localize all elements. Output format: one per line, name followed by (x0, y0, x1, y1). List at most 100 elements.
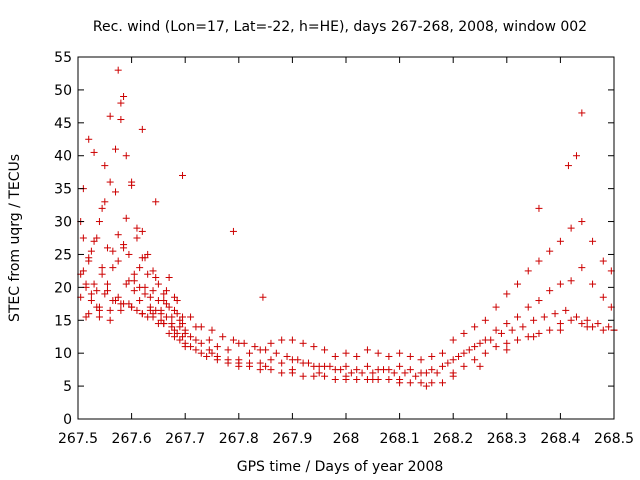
data-point (315, 362, 323, 370)
data-point (347, 369, 355, 377)
data-point (130, 287, 138, 295)
data-point (267, 339, 275, 347)
data-point (406, 352, 414, 360)
y-tick-label: 50 (54, 83, 72, 99)
y-tick-label: 20 (54, 280, 72, 296)
data-point (342, 362, 350, 370)
data-point (224, 359, 232, 367)
data-point (417, 379, 425, 387)
data-point (157, 310, 165, 318)
data-points (77, 66, 618, 390)
data-point (278, 336, 286, 344)
x-tick-label: 268.4 (540, 431, 580, 447)
data-point (546, 326, 554, 334)
data-point (138, 227, 146, 235)
data-point (90, 237, 98, 245)
data-point (438, 362, 446, 370)
data-point (380, 366, 388, 374)
x-tick-label: 267.6 (112, 431, 152, 447)
data-point (112, 145, 120, 153)
data-point (95, 218, 103, 226)
y-tick-label: 55 (54, 50, 72, 66)
data-point (267, 356, 275, 364)
data-point (256, 366, 264, 374)
data-point (179, 171, 187, 179)
data-point (246, 362, 254, 370)
data-point (546, 247, 554, 255)
data-point (138, 125, 146, 133)
data-point (240, 339, 248, 347)
data-point (262, 346, 270, 354)
data-point (396, 379, 404, 387)
data-point (136, 264, 144, 272)
data-point (401, 369, 409, 377)
data-point (578, 264, 586, 272)
data-point (487, 336, 495, 344)
data-point (572, 152, 580, 160)
data-point (219, 333, 227, 341)
data-point (310, 343, 318, 351)
data-point (503, 320, 511, 328)
data-point (460, 329, 468, 337)
data-point (141, 254, 149, 262)
data-point (149, 267, 157, 275)
data-point (205, 336, 213, 344)
data-point (385, 352, 393, 360)
data-point (315, 369, 323, 377)
data-point (599, 293, 607, 301)
data-point (117, 300, 125, 308)
data-point (524, 267, 532, 275)
data-point (144, 270, 152, 278)
data-point (136, 283, 144, 291)
x-tick-label: 268.1 (380, 431, 420, 447)
data-point (208, 349, 216, 357)
data-point (385, 376, 393, 384)
data-point (519, 323, 527, 331)
data-point (428, 352, 436, 360)
data-point (122, 152, 130, 160)
y-tick-label: 10 (54, 346, 72, 362)
data-point (422, 382, 430, 390)
data-point (363, 362, 371, 370)
data-point (428, 366, 436, 374)
data-point (283, 352, 291, 360)
data-point (492, 326, 500, 334)
data-point (251, 343, 259, 351)
data-point (396, 349, 404, 357)
data-point (133, 224, 141, 232)
data-point (556, 280, 564, 288)
data-point (114, 257, 122, 265)
data-point (117, 116, 125, 124)
data-point (567, 224, 575, 232)
data-point (304, 359, 312, 367)
data-point (213, 356, 221, 364)
data-point (224, 346, 232, 354)
data-point (101, 162, 109, 170)
data-point (353, 366, 361, 374)
data-point (562, 306, 570, 314)
data-point (112, 297, 120, 305)
data-point (179, 320, 187, 328)
data-point (406, 366, 414, 374)
data-point (152, 198, 160, 206)
data-point (428, 379, 436, 387)
y-tick-label: 5 (63, 379, 72, 395)
data-point (187, 313, 195, 321)
data-point (583, 323, 591, 331)
data-point (203, 352, 211, 360)
data-point (358, 369, 366, 377)
data-point (599, 326, 607, 334)
data-point (503, 339, 511, 347)
data-point (117, 306, 125, 314)
data-point (95, 303, 103, 311)
data-point (122, 214, 130, 222)
data-point (106, 178, 114, 186)
data-point (85, 257, 93, 265)
data-point (396, 362, 404, 370)
data-point (165, 329, 173, 337)
data-point (353, 376, 361, 384)
data-point (374, 349, 382, 357)
data-point (168, 313, 176, 321)
x-tick-label: 268.2 (433, 431, 473, 447)
data-point (578, 109, 586, 117)
